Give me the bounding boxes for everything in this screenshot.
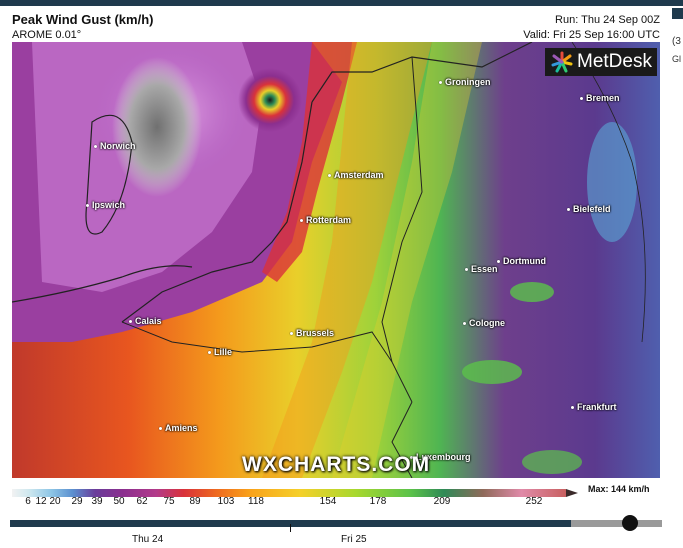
scale-tick-labels: 6 12 20 29 39 50 62 75 89 103 118 154 17… — [12, 496, 578, 510]
scale-tick: 178 — [369, 496, 387, 507]
city-label: Lille — [208, 347, 232, 357]
wind-gust-map[interactable]: Groningen Bremen Norwich Amsterdam Ipswi… — [12, 42, 660, 478]
day-label-thu: Thu 24 — [132, 534, 164, 545]
chart-title: Peak Wind Gust (km/h) — [12, 12, 154, 27]
scale-tick: 118 — [248, 496, 264, 507]
city-label: Rotterdam — [300, 215, 351, 225]
side-panel-text: (3 — [672, 36, 681, 47]
city-label: Norwich — [94, 141, 136, 151]
scale-tick: 103 — [217, 496, 235, 507]
color-scale-bar — [12, 484, 578, 497]
day-boundary-tick — [290, 524, 291, 532]
map-field — [12, 42, 660, 478]
city-label: Groningen — [439, 77, 491, 87]
city-label: Frankfurt — [571, 402, 617, 412]
city-label: Essen — [465, 264, 498, 274]
time-slider[interactable] — [10, 515, 662, 532]
city-label: Bielefeld — [567, 204, 611, 214]
time-slider-handle[interactable] — [622, 515, 638, 531]
scale-tick: 20 — [49, 496, 61, 507]
side-panel-tab[interactable] — [672, 8, 683, 19]
side-panel-text-2: Gl — [672, 54, 681, 64]
metdesk-name: MetDesk — [577, 51, 652, 72]
city-label: Calais — [129, 316, 162, 326]
metdesk-logo: MetDesk — [545, 48, 657, 76]
city-label: Bremen — [580, 93, 620, 103]
scale-tick: 154 — [319, 496, 337, 507]
city-label: Cologne — [463, 318, 505, 328]
scale-tick: 209 — [433, 496, 451, 507]
scale-tick: 252 — [525, 496, 543, 507]
metdesk-star-icon — [551, 51, 573, 73]
city-label: Brussels — [290, 328, 334, 338]
scale-tick: 62 — [136, 496, 148, 507]
valid-time-label: Valid: Fri 25 Sep 16:00 UTC — [523, 29, 660, 41]
city-label: Dortmund — [497, 256, 546, 266]
scale-tick: 75 — [163, 496, 175, 507]
max-value-label: Max: 144 km/h — [588, 484, 650, 494]
time-slider-remaining — [571, 520, 662, 527]
wxcharts-watermark: WXCHARTS.COM — [242, 453, 431, 476]
scale-tick: 50 — [113, 496, 125, 507]
scale-tick: 6 — [25, 496, 31, 507]
run-label: Run: Thu 24 Sep 00Z — [555, 14, 660, 26]
scale-tick: 89 — [189, 496, 201, 507]
day-label-fri: Fri 25 — [341, 534, 367, 545]
city-label: Amsterdam — [328, 170, 384, 180]
time-slider-progress — [10, 520, 571, 527]
scale-tick: 39 — [91, 496, 103, 507]
scale-tick: 12 — [35, 496, 47, 507]
city-label: Luxembourg — [410, 452, 471, 462]
city-label: Ipswich — [86, 200, 125, 210]
scale-tick: 29 — [71, 496, 83, 507]
model-label: AROME 0.01° — [12, 29, 82, 41]
top-bar — [0, 0, 683, 6]
city-label: Amiens — [159, 423, 198, 433]
